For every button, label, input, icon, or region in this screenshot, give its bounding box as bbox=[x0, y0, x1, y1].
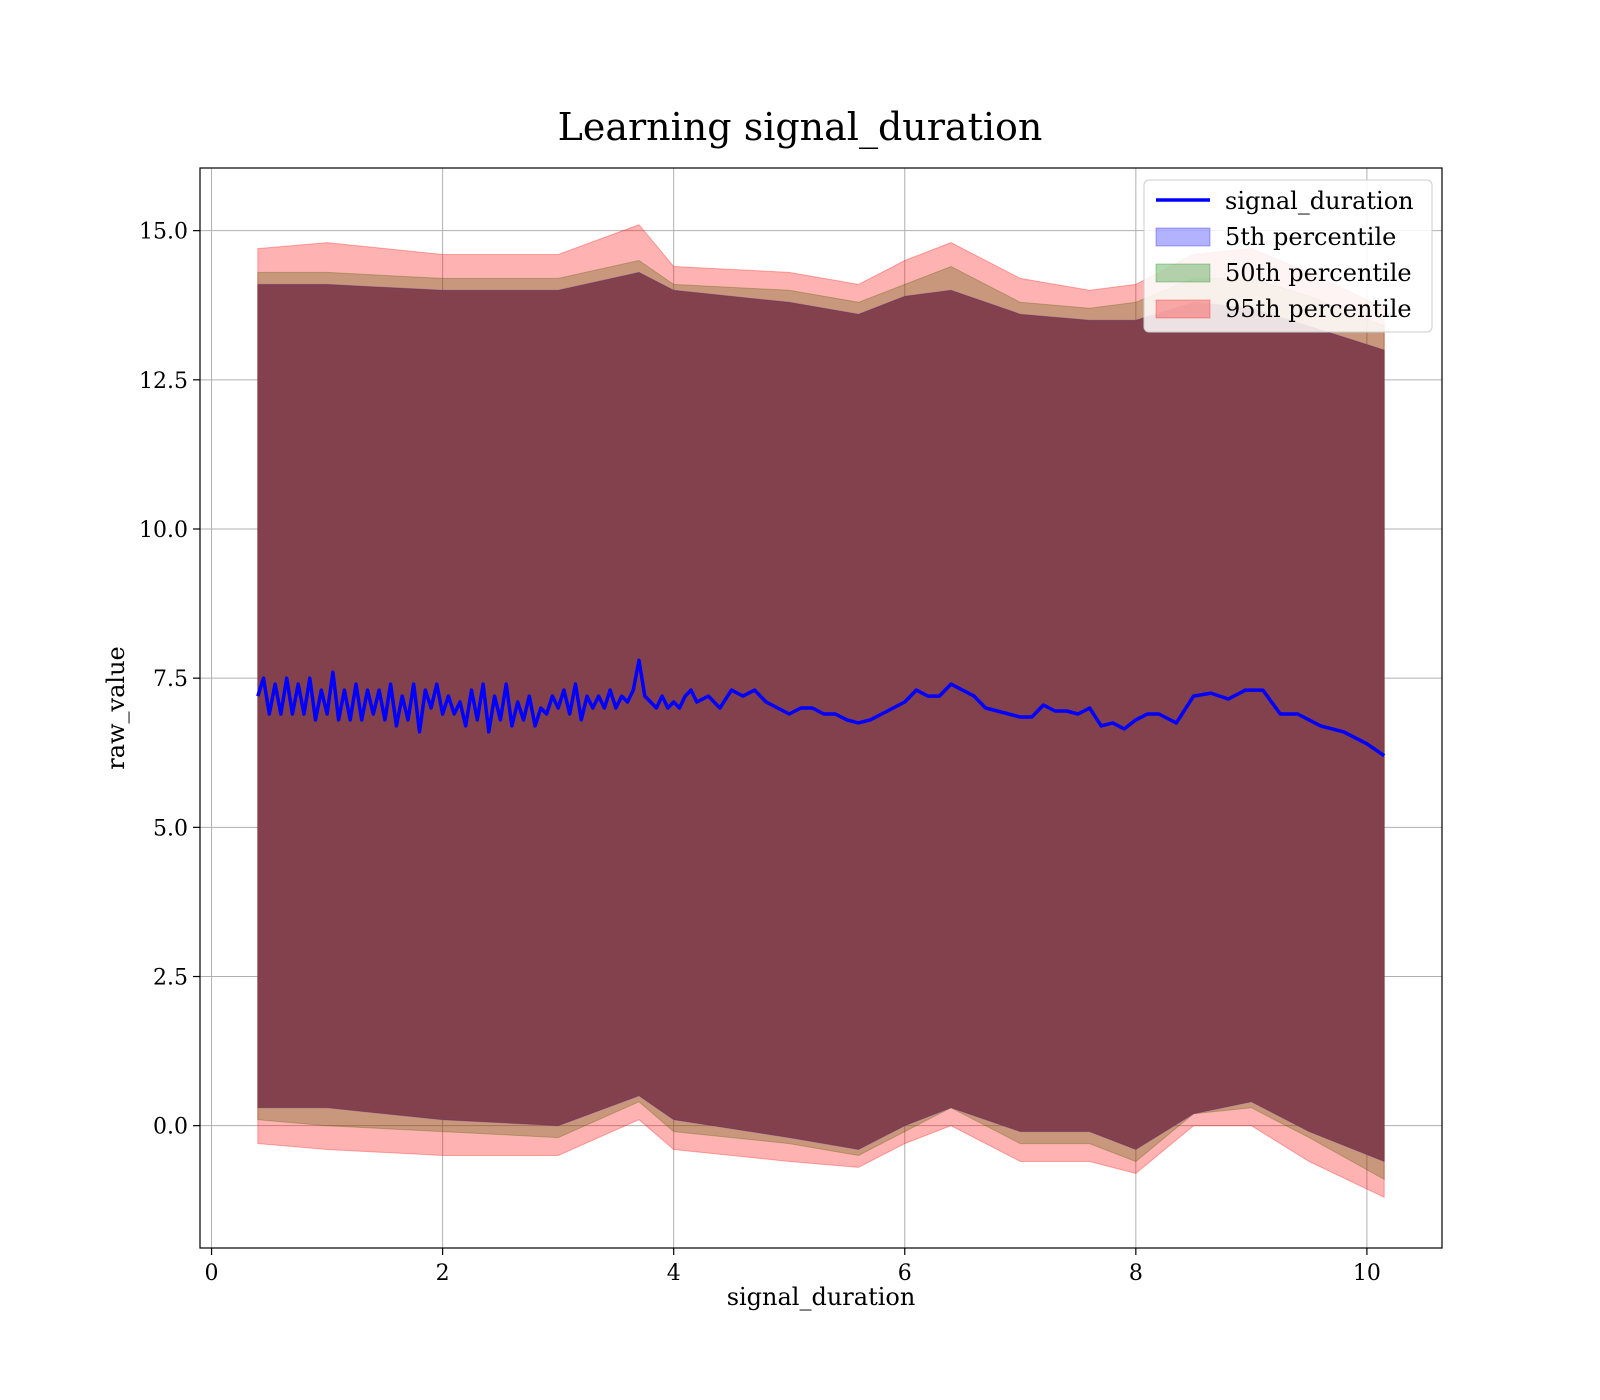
band-5th-percentile bbox=[257, 271, 1385, 1163]
plot-frame bbox=[199, 167, 1443, 1249]
legend-swatch-p50 bbox=[1155, 263, 1211, 283]
y-tick-label-4: 10.0 bbox=[139, 518, 188, 543]
series-lines bbox=[256, 658, 1386, 758]
x-axis-label: signal_duration bbox=[727, 1283, 916, 1311]
y-tick-label-3: 7.5 bbox=[153, 667, 188, 692]
y-axis-ticks: 0.0 2.5 5.0 7.5 10.0 12.5 15.0 bbox=[139, 220, 200, 1140]
legend-swatch-p95 bbox=[1155, 299, 1211, 319]
x-tick-label-3: 6 bbox=[898, 1261, 912, 1286]
legend-label-p50: 50th percentile bbox=[1225, 259, 1412, 287]
x-tick-label-2: 4 bbox=[667, 1261, 681, 1286]
legend-swatch-p5 bbox=[1155, 227, 1211, 247]
y-tick-label-2: 5.0 bbox=[153, 816, 188, 841]
legend-box bbox=[1143, 179, 1433, 333]
x-tick-label-0: 0 bbox=[205, 1261, 219, 1286]
y-tick-label-5: 12.5 bbox=[139, 369, 188, 394]
y-tick-label-1: 2.5 bbox=[153, 966, 188, 991]
y-tick-label-0: 0.0 bbox=[153, 1115, 188, 1140]
band-overlap-area bbox=[257, 272, 1385, 1162]
legend-label-p95: 95th percentile bbox=[1225, 295, 1412, 323]
x-tick-label-1: 2 bbox=[436, 1261, 450, 1286]
legend-label-signal-duration: signal_duration bbox=[1225, 187, 1414, 215]
chart-title: Learning signal_duration bbox=[558, 105, 1043, 150]
band-50th-percentile bbox=[257, 259, 1385, 1181]
legend: signal_duration 5th percentile 50th perc… bbox=[1143, 179, 1433, 333]
series-line-signal-duration bbox=[256, 658, 1386, 758]
x-axis-ticks: 0 2 4 6 8 10 bbox=[205, 1248, 1381, 1286]
legend-label-p5: 5th percentile bbox=[1225, 223, 1396, 251]
y-axis-label: raw_value bbox=[102, 646, 130, 770]
x-tick-label-5: 10 bbox=[1353, 1261, 1381, 1286]
x-tick-label-4: 8 bbox=[1129, 1261, 1143, 1286]
y-tick-label-6: 15.0 bbox=[139, 220, 188, 245]
